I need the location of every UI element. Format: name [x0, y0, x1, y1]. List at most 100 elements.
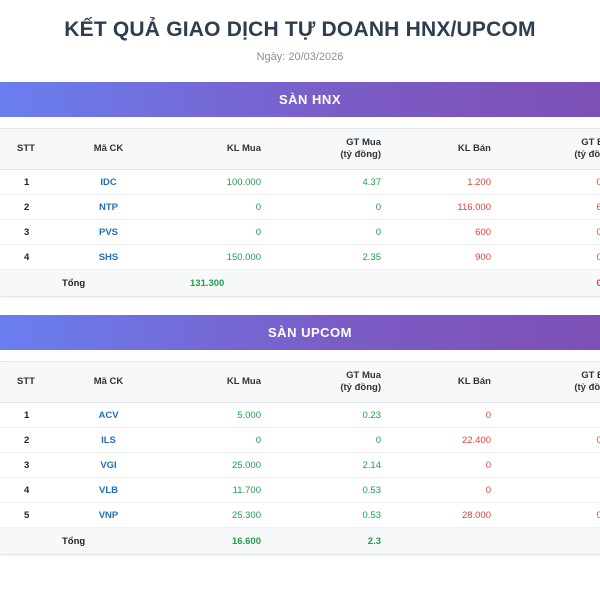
header-ma-ck: Mã CK	[55, 129, 162, 170]
total-kl-mua: 131.300	[162, 269, 266, 296]
row-kl-mua: 11.700	[162, 477, 266, 503]
table-row: 4 VLB 11.700 0.53 0 0	[0, 477, 600, 503]
row-stt: 3	[0, 452, 55, 478]
header-gt-ban-unit: (tỷ đồng)	[574, 382, 600, 393]
row-kl-ban: 600	[386, 219, 496, 245]
total-gt-mua	[266, 269, 386, 296]
report-date: Ngày: 20/03/2026	[256, 51, 344, 63]
table-row: 3 VGI 25.000 2.14 0 0	[0, 452, 600, 478]
row-kl-mua: 0	[162, 194, 266, 220]
row-gt-mua: 0.23	[266, 402, 386, 428]
total-label: Tổng	[0, 269, 162, 296]
row-kl-ban: 116.000	[386, 194, 496, 220]
row-kl-mua: 0	[162, 219, 266, 245]
header-gt-ban-unit: (tỷ đồng)	[574, 149, 600, 160]
total-label: Tổng	[0, 527, 162, 554]
total-row: Tổng 16.600 2.3	[0, 527, 600, 554]
header-stt: STT	[0, 129, 55, 170]
row-stt: 1	[0, 169, 55, 195]
row-stt: 4	[0, 477, 55, 503]
row-ticker: PVS	[55, 219, 162, 245]
row-kl-mua: 100.000	[162, 169, 266, 195]
row-stt: 5	[0, 502, 55, 528]
header-gt-mua: GT Mua (tỷ đồng)	[266, 129, 386, 170]
row-kl-mua: 150.000	[162, 244, 266, 270]
header-stt: STT	[0, 362, 55, 403]
row-gt-ban: 0.05	[496, 169, 600, 195]
page-title: KẾT QUẢ GIAO DỊCH TỰ DOANH HNX/UPCOM	[64, 18, 536, 41]
header-gt-ban: GT Bán(tỷ đồng)	[496, 362, 600, 403]
row-gt-mua: 2.14	[266, 452, 386, 478]
row-kl-ban: 0	[386, 452, 496, 478]
row-stt: 2	[0, 194, 55, 220]
header-kl-mua: KL Mua	[162, 129, 266, 170]
row-gt-mua: 4.37	[266, 169, 386, 195]
row-ticker: SHS	[55, 244, 162, 270]
table-row: 2 ILS 0 0 22.400 0.52	[0, 427, 600, 453]
table-row: 1 ACV 5.000 0.23 0 0	[0, 402, 600, 428]
row-kl-mua: 25.000	[162, 452, 266, 478]
header-gt-mua-unit: (tỷ đồng)	[340, 149, 381, 160]
row-gt-mua: 0.53	[266, 502, 386, 528]
header-kl-mua: KL Mua	[162, 362, 266, 403]
total-kl-ban	[386, 269, 496, 296]
upcom-banner: SÀN UPCOM	[0, 315, 600, 350]
row-kl-mua: 0	[162, 427, 266, 453]
header-ma-ck: Mã CK	[55, 362, 162, 403]
row-gt-mua: 0	[266, 219, 386, 245]
total-kl-ban	[386, 527, 496, 554]
total-kl-mua: 16.600	[162, 527, 266, 554]
table-header-row: STT Mã CK KL Mua GT Mua (tỷ đồng) KL Bán …	[0, 362, 600, 403]
row-ticker: IDC	[55, 169, 162, 195]
table-row: 1 IDC 100.000 4.37 1.200 0.05	[0, 169, 600, 195]
row-gt-ban: 0.02	[496, 219, 600, 245]
row-gt-mua: 0	[266, 427, 386, 453]
row-ticker: ILS	[55, 427, 162, 453]
row-gt-ban: 0.52	[496, 427, 600, 453]
header-gt-mua-label: GT Mua	[346, 137, 381, 148]
table-header-row: STT Mã CK KL Mua GT Mua (tỷ đồng) KL Bán …	[0, 129, 600, 170]
row-stt: 3	[0, 219, 55, 245]
row-kl-ban: 0	[386, 402, 496, 428]
row-gt-ban: 6.64	[496, 194, 600, 220]
header-kl-ban: KL Bán	[386, 362, 496, 403]
header-gt-mua-label: GT Mua	[346, 370, 381, 381]
row-ticker: ACV	[55, 402, 162, 428]
table-row: 4 SHS 150.000 2.35 900 0.01	[0, 244, 600, 270]
upcom-table: STT Mã CK KL Mua GT Mua (tỷ đồng) KL Bán …	[0, 362, 600, 554]
row-ticker: VGI	[55, 452, 162, 478]
row-gt-ban: 0	[496, 477, 600, 503]
header-gt-mua-unit: (tỷ đồng)	[340, 382, 381, 393]
row-kl-mua: 25.300	[162, 502, 266, 528]
total-gt-ban: 0.01	[496, 269, 600, 296]
header-gt-mua: GT Mua (tỷ đồng)	[266, 362, 386, 403]
row-gt-ban: 0	[496, 452, 600, 478]
row-gt-ban: 0.01	[496, 244, 600, 270]
row-stt: 4	[0, 244, 55, 270]
hnx-table: STT Mã CK KL Mua GT Mua (tỷ đồng) KL Bán …	[0, 129, 600, 296]
row-stt: 2	[0, 427, 55, 453]
header-gt-ban-label: GT Bán	[581, 370, 600, 381]
hnx-table-card: STT Mã CK KL Mua GT Mua (tỷ đồng) KL Bán …	[0, 128, 600, 297]
table-row: 2 NTP 0 0 116.000 6.64	[0, 194, 600, 220]
row-kl-ban: 900	[386, 244, 496, 270]
header-gt-ban-label: GT Bán	[581, 137, 600, 148]
row-gt-mua: 0.53	[266, 477, 386, 503]
row-kl-ban: 22.400	[386, 427, 496, 453]
row-ticker: VNP	[55, 502, 162, 528]
row-kl-ban: 28.000	[386, 502, 496, 528]
row-kl-ban: 1.200	[386, 169, 496, 195]
row-gt-ban: 0.61	[496, 502, 600, 528]
upcom-table-card: STT Mã CK KL Mua GT Mua (tỷ đồng) KL Bán …	[0, 361, 600, 555]
upcom-section: SÀN UPCOM STT Mã CK KL Mua GT Mua (tỷ đồn…	[0, 315, 600, 555]
row-gt-mua: 2.35	[266, 244, 386, 270]
row-stt: 1	[0, 402, 55, 428]
table-row: 3 PVS 0 0 600 0.02	[0, 219, 600, 245]
row-kl-mua: 5.000	[162, 402, 266, 428]
hnx-banner: SÀN HNX	[0, 82, 600, 117]
row-kl-ban: 0	[386, 477, 496, 503]
header-gt-ban: GT Bán(tỷ đồng)	[496, 129, 600, 170]
row-ticker: NTP	[55, 194, 162, 220]
row-gt-ban: 0	[496, 402, 600, 428]
header-kl-ban: KL Bán	[386, 129, 496, 170]
